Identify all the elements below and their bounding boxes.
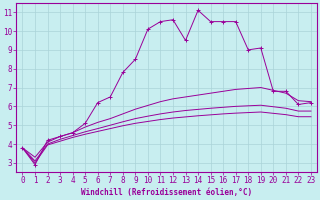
X-axis label: Windchill (Refroidissement éolien,°C): Windchill (Refroidissement éolien,°C) [81, 188, 252, 197]
